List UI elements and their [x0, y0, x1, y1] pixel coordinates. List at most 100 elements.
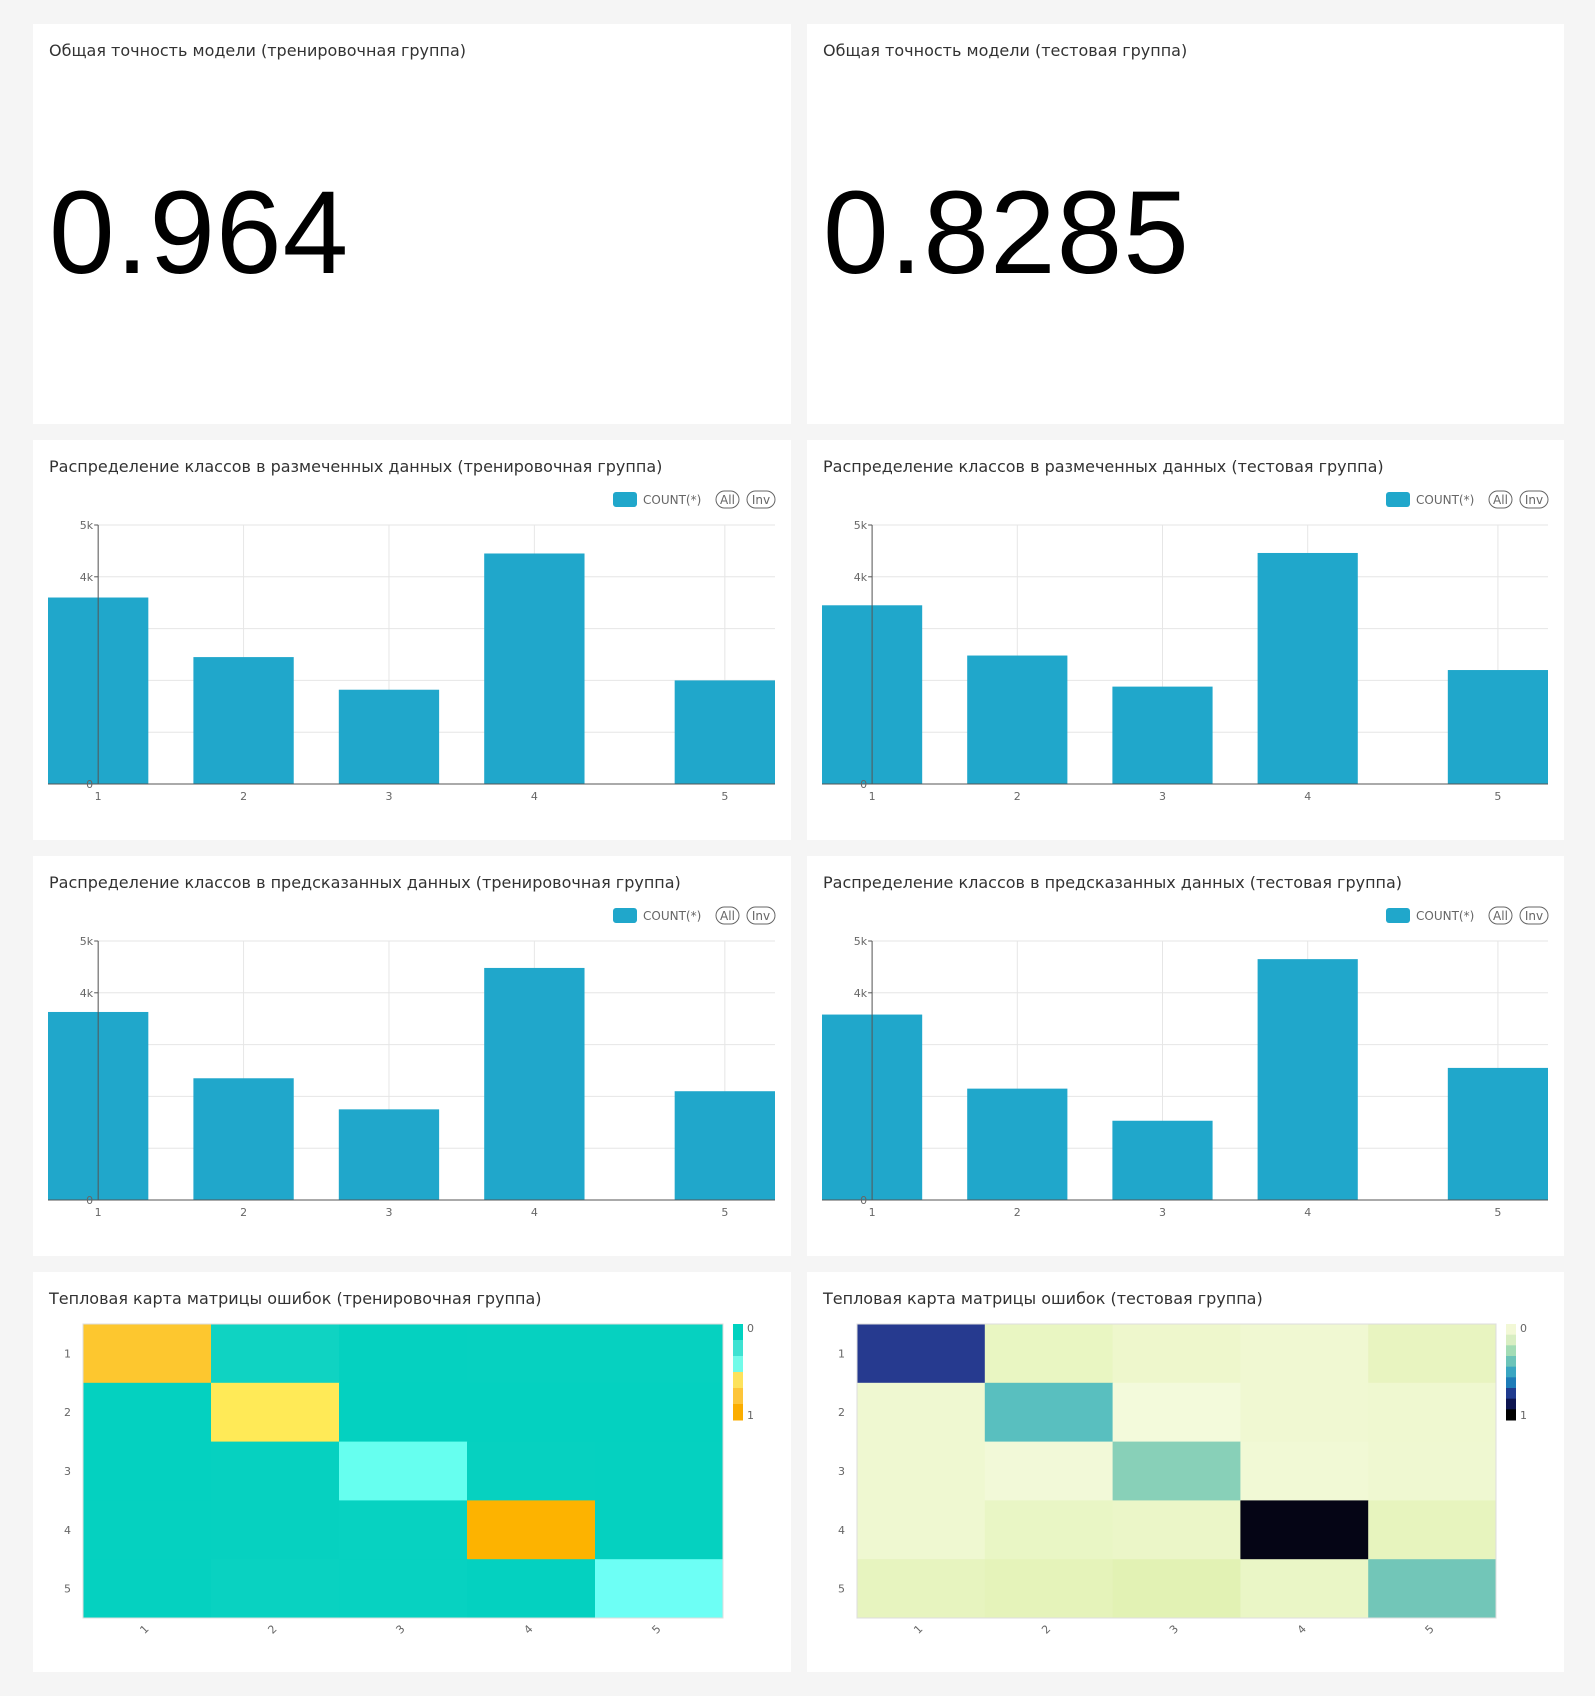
- heatmap-cell-1-3[interactable]: [1112, 1324, 1241, 1384]
- legend-series-label[interactable]: COUNT(*): [1416, 493, 1474, 507]
- heatmap-cell-5-2[interactable]: [211, 1559, 340, 1619]
- bar-5[interactable]: [674, 1091, 775, 1200]
- heatmap-cell-1-2[interactable]: [211, 1324, 340, 1384]
- heatmap-cell-5-4[interactable]: [467, 1559, 596, 1619]
- heatmap-cell-3-2[interactable]: [984, 1441, 1114, 1501]
- color-legend-segment: [1506, 1409, 1516, 1421]
- legend-inv-button[interactable]: [746, 490, 776, 509]
- bar-2[interactable]: [193, 657, 294, 784]
- bar-4[interactable]: [1257, 552, 1358, 784]
- heatmap-cell-3-4[interactable]: [467, 1441, 596, 1501]
- heatmap-cell-5-5[interactable]: [1368, 1559, 1497, 1619]
- legend-swatch[interactable]: [1386, 908, 1410, 923]
- legend-series-label[interactable]: COUNT(*): [643, 909, 701, 923]
- color-legend-min-label: 0: [1520, 1322, 1527, 1335]
- heatmap-cell-4-3[interactable]: [1112, 1500, 1241, 1560]
- heatmap-cell-3-5[interactable]: [595, 1441, 724, 1501]
- heatmap-cell-1-5[interactable]: [595, 1324, 724, 1384]
- legend-all-label[interactable]: All: [720, 909, 735, 923]
- legend-inv-button[interactable]: [746, 906, 776, 925]
- heatmap-cell-1-3[interactable]: [339, 1324, 468, 1384]
- heatmap-cell-2-4[interactable]: [1240, 1382, 1369, 1443]
- bar-4[interactable]: [484, 553, 585, 784]
- heatmap-cell-5-2[interactable]: [984, 1559, 1114, 1619]
- bar-2[interactable]: [193, 1078, 294, 1200]
- legend-all-button[interactable]: [1488, 490, 1513, 509]
- bar-5[interactable]: [674, 680, 775, 784]
- labeled-test-card: Распределение классов в размеченных данн…: [807, 440, 1564, 840]
- y-tick-label: 0: [860, 778, 867, 791]
- color-legend-segment: [733, 1388, 743, 1405]
- bar-2[interactable]: [967, 655, 1068, 784]
- legend-all-label[interactable]: All: [1493, 909, 1508, 923]
- bar-2[interactable]: [967, 1088, 1068, 1200]
- heatmap-cell-3-1[interactable]: [857, 1441, 986, 1501]
- bar-3[interactable]: [338, 689, 440, 784]
- heatmap-cell-2-2[interactable]: [211, 1382, 340, 1443]
- heatmap-cell-2-3[interactable]: [1112, 1382, 1241, 1443]
- heatmap-cell-5-1[interactable]: [83, 1559, 212, 1619]
- heatmap-cell-3-1[interactable]: [83, 1441, 212, 1501]
- heatmap-cell-1-4[interactable]: [467, 1324, 596, 1384]
- color-legend-segment: [733, 1404, 743, 1421]
- heatmap-cell-2-1[interactable]: [83, 1382, 212, 1443]
- heatmap-cell-1-5[interactable]: [1368, 1324, 1497, 1384]
- legend-swatch[interactable]: [613, 492, 637, 507]
- heatmap-cell-4-4[interactable]: [467, 1500, 596, 1560]
- x-tick-label: 3: [385, 790, 392, 803]
- legend-inv-button[interactable]: [1519, 490, 1549, 509]
- heatmap-cell-4-5[interactable]: [1368, 1500, 1497, 1560]
- heatmap-cell-2-5[interactable]: [595, 1382, 724, 1443]
- legend-swatch[interactable]: [613, 908, 637, 923]
- heatmap-cell-4-1[interactable]: [857, 1500, 986, 1560]
- bar-3[interactable]: [1112, 1120, 1213, 1200]
- bar-3[interactable]: [338, 1109, 440, 1200]
- color-legend-segment: [1506, 1345, 1516, 1357]
- heatmap-cell-3-5[interactable]: [1368, 1441, 1497, 1501]
- heatmap-cell-3-3[interactable]: [1112, 1441, 1241, 1501]
- heatmap-cell-2-4[interactable]: [467, 1382, 596, 1443]
- heatmap-cell-1-1[interactable]: [83, 1324, 212, 1384]
- legend-inv-button[interactable]: [1519, 906, 1549, 925]
- heatmap-cell-4-1[interactable]: [83, 1500, 212, 1560]
- heatmap-cell-4-4[interactable]: [1240, 1500, 1369, 1560]
- legend-inv-label[interactable]: Inv: [1525, 493, 1543, 507]
- legend-series-label[interactable]: COUNT(*): [643, 493, 701, 507]
- heatmap-cell-2-1[interactable]: [857, 1382, 986, 1443]
- legend-inv-label[interactable]: Inv: [752, 493, 770, 507]
- legend-all-button[interactable]: [1488, 906, 1513, 925]
- legend-all-label[interactable]: All: [1493, 493, 1508, 507]
- legend-all-button[interactable]: [715, 490, 740, 509]
- heatmap-cell-5-1[interactable]: [857, 1559, 986, 1619]
- heatmap-cell-1-1[interactable]: [857, 1324, 986, 1384]
- legend-series-label[interactable]: COUNT(*): [1416, 909, 1474, 923]
- heatmap-cell-4-5[interactable]: [595, 1500, 724, 1560]
- bar-5[interactable]: [1447, 1067, 1548, 1200]
- heatmap-cell-2-3[interactable]: [339, 1382, 468, 1443]
- x-tick-label: 2: [1014, 1206, 1021, 1219]
- heatmap-cell-2-5[interactable]: [1368, 1382, 1497, 1443]
- legend-inv-label[interactable]: Inv: [1525, 909, 1543, 923]
- heatmap-col-label: 5: [649, 1622, 663, 1636]
- bar-3[interactable]: [1112, 686, 1213, 784]
- heatmap-cell-4-2[interactable]: [211, 1500, 340, 1560]
- bar-5[interactable]: [1447, 670, 1548, 784]
- legend-all-button[interactable]: [715, 906, 740, 925]
- heatmap-cell-3-2[interactable]: [211, 1441, 340, 1501]
- heatmap-cell-1-2[interactable]: [984, 1324, 1114, 1384]
- heatmap-cell-4-2[interactable]: [984, 1500, 1114, 1560]
- heatmap-cell-4-3[interactable]: [339, 1500, 468, 1560]
- heatmap-cell-3-3[interactable]: [339, 1441, 468, 1501]
- heatmap-cell-5-3[interactable]: [339, 1559, 468, 1619]
- legend-swatch[interactable]: [1386, 492, 1410, 507]
- heatmap-cell-5-5[interactable]: [595, 1559, 724, 1619]
- heatmap-cell-3-4[interactable]: [1240, 1441, 1369, 1501]
- legend-all-label[interactable]: All: [720, 493, 735, 507]
- bar-4[interactable]: [1257, 959, 1358, 1200]
- heatmap-cell-1-4[interactable]: [1240, 1324, 1369, 1384]
- heatmap-cell-5-3[interactable]: [1112, 1559, 1241, 1619]
- heatmap-cell-2-2[interactable]: [984, 1382, 1114, 1443]
- bar-4[interactable]: [484, 967, 585, 1200]
- legend-inv-label[interactable]: Inv: [752, 909, 770, 923]
- heatmap-cell-5-4[interactable]: [1240, 1559, 1369, 1619]
